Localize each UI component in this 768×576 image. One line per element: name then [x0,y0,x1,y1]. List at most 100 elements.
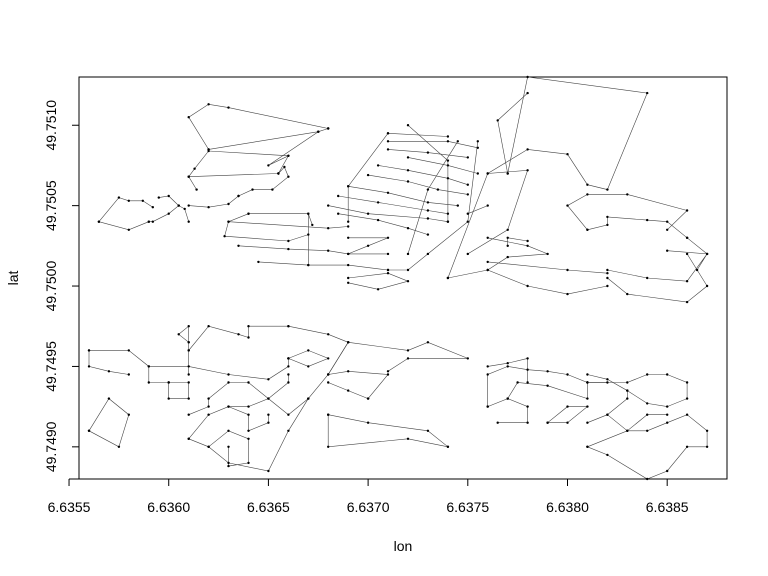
node-point [666,228,669,231]
edge-path [587,216,688,239]
node-point [526,244,529,247]
edge-path [228,221,349,229]
node-point [227,464,230,468]
node-point [426,429,430,432]
node-point [516,381,519,384]
node-point [646,276,649,280]
edge-path [348,341,468,372]
plot-frame [78,76,728,480]
node-point [127,413,130,416]
node-point [426,233,430,236]
node-point [606,188,609,191]
node-point [167,212,170,215]
node-point [496,421,499,424]
node-point [207,148,210,151]
node-point [267,413,270,416]
node-point [347,185,350,188]
node-point [347,220,350,223]
node-point [347,252,350,256]
node-point [376,164,380,167]
node-point [626,429,629,432]
node-point [247,212,250,215]
node-point [646,413,649,416]
node-point [117,445,121,448]
node-point [247,437,250,440]
node-point [685,413,689,416]
node-point [227,429,230,432]
node-point [327,204,330,207]
node-point [526,239,529,243]
node-point [526,405,529,408]
node-point [317,130,320,133]
node-point [347,263,350,267]
node-point [586,405,589,408]
node-point [406,280,410,283]
node-point [247,381,250,384]
node-point [167,397,170,400]
node-point [187,381,190,384]
node-point [177,204,180,207]
edge-path [607,414,668,432]
node-point [606,413,609,416]
edge-path [228,406,269,432]
node-point [486,268,489,272]
node-point [456,204,459,207]
node-point [247,405,250,408]
node-point [287,373,290,376]
node-point [347,370,350,373]
node-point [167,381,170,384]
edge-path [547,406,589,424]
edge-path [368,174,468,195]
node-point [566,153,569,156]
y-axis: 49.7490 49.7495 49.7500 49.7505 49.7510 [43,100,80,472]
node-point [406,180,410,183]
node-point [195,188,198,191]
node-point [376,201,380,204]
node-point [606,284,609,288]
edge-path [338,213,428,235]
node-point [386,373,390,376]
edge-path [587,374,688,407]
node-point [446,159,450,162]
node-point [366,244,370,247]
node-point [307,212,310,215]
edge-path [388,141,478,149]
node-point [496,119,499,122]
node-point [287,357,290,360]
edge-path [387,133,448,137]
edge-path [178,325,189,351]
node-point [666,220,669,223]
node-point [406,268,410,272]
edge-path [497,398,528,424]
node-point [147,365,150,368]
edge-path [467,205,488,214]
node-point [586,445,589,448]
node-point [366,421,370,424]
edge-path [248,213,313,226]
node-point [606,453,609,457]
node-point [223,235,226,238]
node-point [685,280,689,283]
node-point [227,461,230,465]
edge-path [238,166,289,197]
node-point [386,132,390,135]
node-point [566,292,569,296]
node-point [366,173,370,177]
node-point [406,252,410,256]
node-point [705,284,709,288]
node-point [586,381,589,384]
node-point [87,365,91,368]
y-tick-label: 49.7495 [43,341,59,392]
network-edges [88,76,709,480]
edge-path [288,350,330,367]
node-point [227,106,230,109]
node-point [446,212,450,215]
node-point [267,397,270,400]
node-point [141,199,144,202]
node-point [366,397,370,400]
node-point [406,227,410,230]
edge-path [188,374,289,415]
edge-path [238,245,349,255]
node-point [606,223,609,227]
node-point [436,188,440,191]
